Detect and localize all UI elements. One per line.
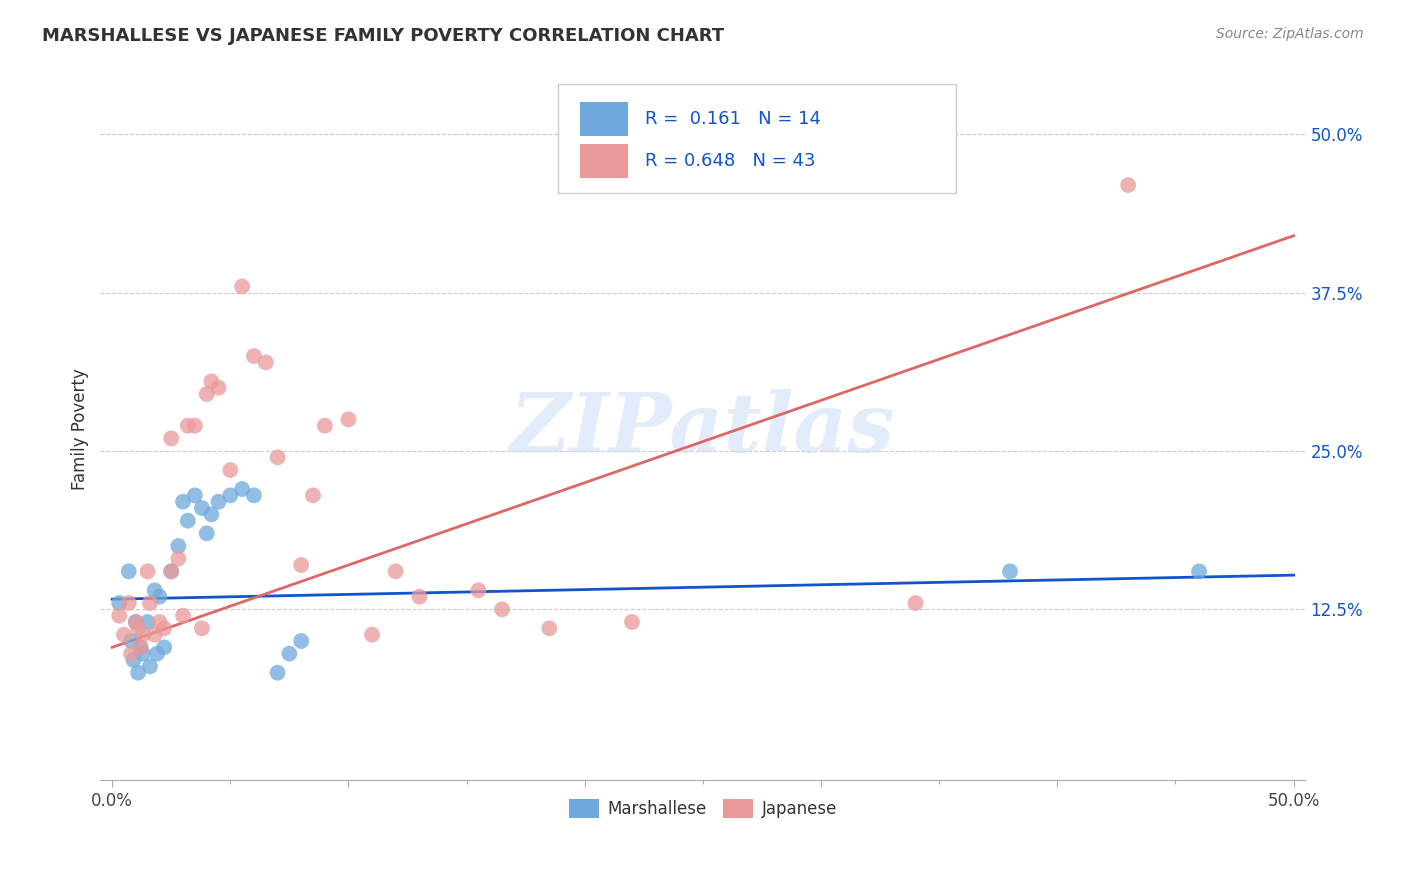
Point [290, 558, 312, 572]
Point [143, 628, 166, 642]
Point [1188, 565, 1211, 579]
Point [143, 583, 166, 598]
Point [254, 355, 277, 369]
Point [108, 596, 131, 610]
Point [120, 634, 142, 648]
Text: Source: ZipAtlas.com: Source: ZipAtlas.com [1216, 27, 1364, 41]
Point [538, 621, 561, 635]
Point [132, 647, 155, 661]
Point [998, 565, 1021, 579]
Point [219, 488, 242, 502]
Point [177, 514, 200, 528]
Point [290, 634, 312, 648]
Point [184, 418, 207, 433]
Point [384, 565, 406, 579]
Point [620, 615, 643, 629]
Point [122, 653, 145, 667]
Point [160, 565, 183, 579]
Point [1116, 178, 1139, 192]
Point [125, 615, 148, 629]
FancyBboxPatch shape [558, 85, 956, 194]
Point [139, 596, 162, 610]
Point [129, 640, 152, 655]
Point [195, 526, 218, 541]
Point [153, 621, 176, 635]
Point [361, 628, 384, 642]
Point [243, 349, 266, 363]
Point [108, 608, 131, 623]
Point [266, 450, 288, 465]
Point [231, 482, 253, 496]
Point [167, 551, 190, 566]
Point [191, 621, 214, 635]
Point [129, 640, 152, 655]
Point [467, 583, 489, 598]
Text: R = 0.648   N = 43: R = 0.648 N = 43 [645, 152, 815, 170]
Point [112, 628, 135, 642]
Point [146, 647, 169, 661]
Point [200, 375, 222, 389]
Point [160, 431, 183, 445]
Point [219, 463, 242, 477]
Text: MARSHALLESE VS JAPANESE FAMILY POVERTY CORRELATION CHART: MARSHALLESE VS JAPANESE FAMILY POVERTY C… [42, 27, 724, 45]
Point [191, 501, 214, 516]
Point [118, 596, 141, 610]
Point [136, 615, 159, 629]
Point [167, 539, 190, 553]
Point [139, 659, 162, 673]
Point [207, 381, 229, 395]
Point [266, 665, 288, 680]
Point [408, 590, 430, 604]
Point [904, 596, 927, 610]
Point [118, 565, 141, 579]
Point [127, 665, 149, 680]
Point [207, 494, 229, 508]
Point [127, 621, 149, 635]
Point [125, 615, 148, 629]
Point [302, 488, 325, 502]
Bar [579, 102, 628, 136]
Point [314, 418, 336, 433]
Point [337, 412, 360, 426]
Point [177, 418, 200, 433]
Y-axis label: Family Poverty: Family Poverty [72, 368, 89, 490]
Point [172, 494, 194, 508]
Point [195, 387, 218, 401]
Point [136, 565, 159, 579]
Text: R =  0.161   N = 14: R = 0.161 N = 14 [645, 110, 821, 128]
Point [160, 565, 183, 579]
Bar [579, 145, 628, 178]
Text: ZIPatlas: ZIPatlas [510, 389, 896, 469]
Point [153, 640, 176, 655]
Point [132, 628, 155, 642]
Point [172, 608, 194, 623]
Point [148, 615, 170, 629]
Point [231, 279, 253, 293]
Point [278, 647, 301, 661]
Point [120, 647, 142, 661]
Point [148, 590, 170, 604]
Point [200, 508, 222, 522]
Legend: Marshallese, Japanese: Marshallese, Japanese [562, 792, 844, 825]
Point [491, 602, 513, 616]
Point [243, 488, 266, 502]
Point [184, 488, 207, 502]
